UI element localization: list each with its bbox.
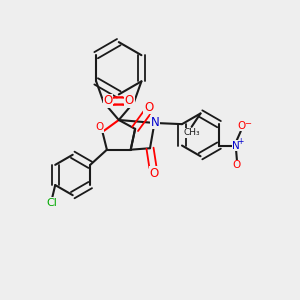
Text: −: − <box>244 119 251 128</box>
Text: O: O <box>125 94 134 107</box>
Text: O: O <box>237 121 245 131</box>
Text: Cl: Cl <box>47 198 58 208</box>
Text: N: N <box>151 116 160 129</box>
Text: +: + <box>237 136 243 146</box>
Text: O: O <box>95 122 104 132</box>
Text: O: O <box>144 101 153 114</box>
Text: CH₃: CH₃ <box>183 128 200 137</box>
Text: O: O <box>103 94 113 107</box>
Text: N: N <box>232 140 240 151</box>
Text: O: O <box>150 167 159 180</box>
Text: O: O <box>233 160 241 170</box>
